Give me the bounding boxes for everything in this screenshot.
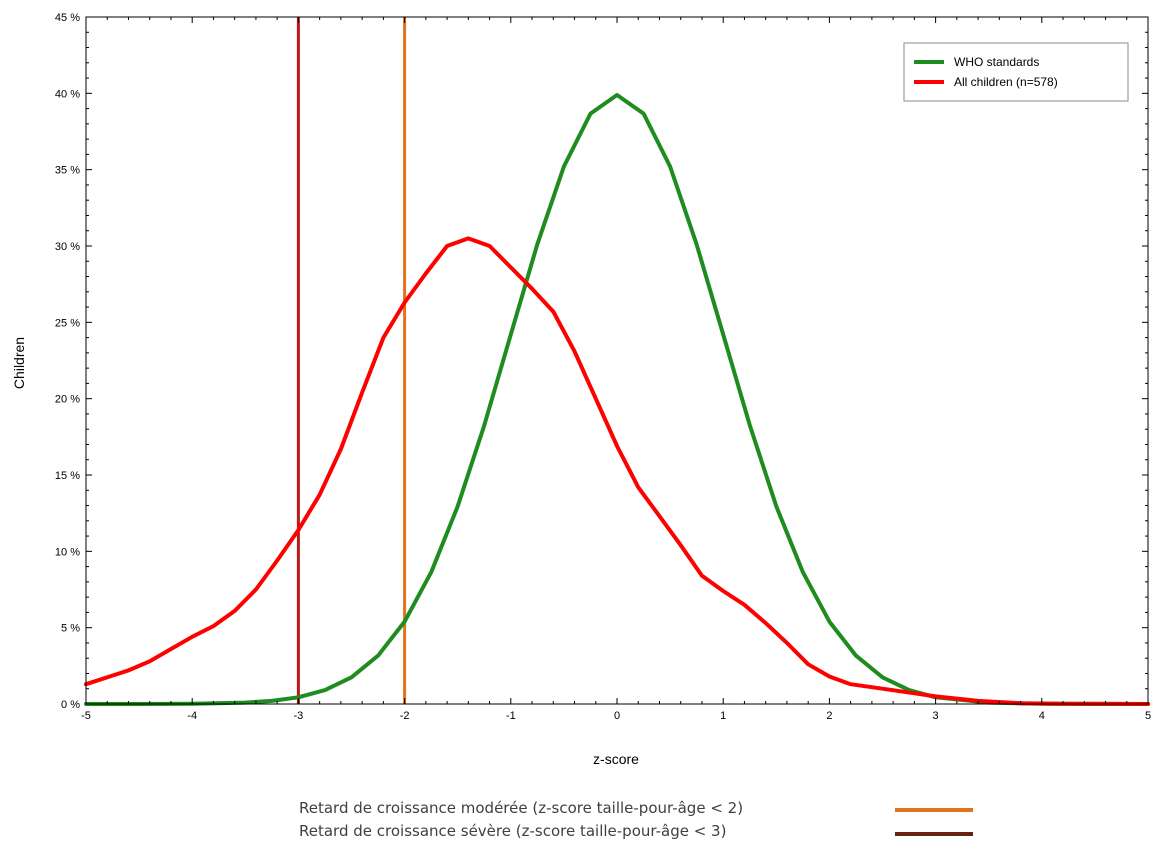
x-tick-label-9: 4 (1039, 710, 1045, 722)
x-tick-label-1: -4 (187, 710, 197, 722)
legend: WHO standards All children (n=578) (903, 42, 1129, 102)
x-tick-label-7: 2 (826, 710, 832, 722)
note-severe-stunting: Retard de croissance sévère (z-score tai… (299, 822, 727, 840)
plot-background (86, 17, 1148, 704)
chart: -5 -4 -3 -2 -1 0 1 2 3 4 5 0 % 5 % 10 % 15 % 20 % 25 % 30… (11, 12, 1151, 767)
chart-marks (84, 17, 1150, 706)
x-tick-label-10: 5 (1145, 710, 1151, 722)
legend-label-1: All children (n=578) (954, 75, 1058, 89)
y-tick-label-5: 25 % (55, 317, 80, 329)
y-tick-label-1: 5 % (61, 623, 80, 635)
plot-area (86, 17, 1148, 704)
y-tick-label-9: 45 % (55, 12, 80, 24)
note-severe-stunting-line (895, 832, 973, 836)
y-tick-label-2: 10 % (55, 546, 80, 558)
series-line-1 (84, 236, 1150, 706)
y-tick-label-4: 20 % (55, 394, 80, 406)
note-moderate-stunting-line (895, 808, 973, 812)
x-tick-label-5: 0 (614, 710, 620, 722)
x-tick-label-6: 1 (720, 710, 726, 722)
chart-axes: -5 -4 -3 -2 -1 0 1 2 3 4 5 0 % 5 % 10 % 15 % 20 % 25 % 30… (55, 12, 1151, 722)
x-tick-label-3: -2 (400, 710, 410, 722)
x-tick-label-4: -1 (506, 710, 516, 722)
series-line-0 (84, 93, 1150, 706)
x-tick-label-0: -5 (81, 710, 91, 722)
x-tick-label-8: 3 (933, 710, 939, 722)
y-axis-title: Children (11, 337, 27, 389)
y-tick-label-7: 35 % (55, 165, 80, 177)
legend-box (903, 42, 1129, 102)
note-moderate-stunting: Retard de croissance modérée (z-score ta… (299, 799, 744, 817)
x-axis-title: z-score (593, 751, 639, 767)
legend-label-0: WHO standards (954, 55, 1039, 69)
y-tick-label-6: 30 % (55, 241, 80, 253)
x-tick-label-2: -3 (294, 710, 304, 722)
y-tick-label-0: 0 % (61, 699, 80, 711)
y-tick-label-3: 15 % (55, 470, 80, 482)
y-tick-label-8: 40 % (55, 88, 80, 100)
